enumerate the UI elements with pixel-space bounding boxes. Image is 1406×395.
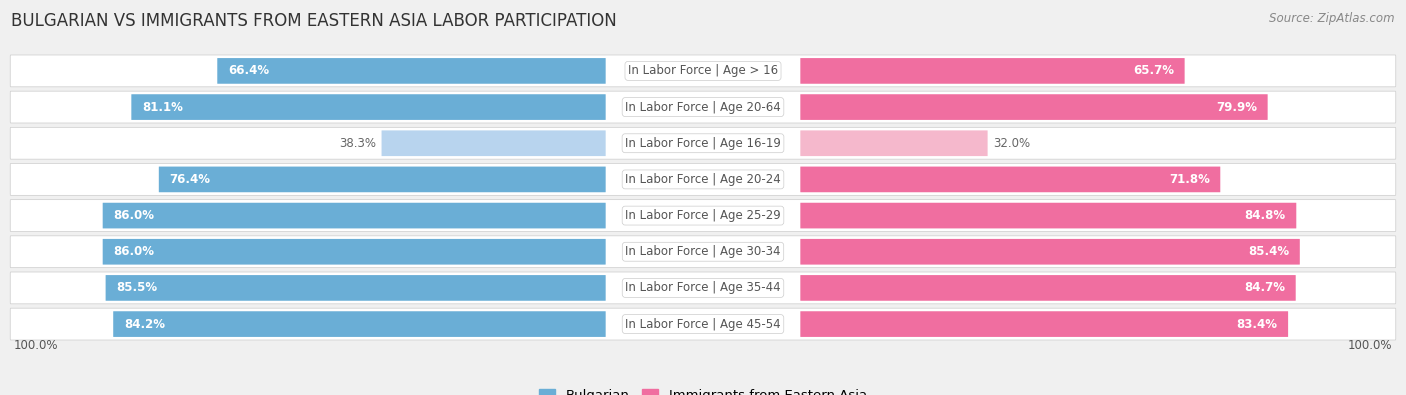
Text: In Labor Force | Age 20-24: In Labor Force | Age 20-24 — [626, 173, 780, 186]
FancyBboxPatch shape — [159, 167, 606, 192]
FancyBboxPatch shape — [10, 127, 1396, 159]
FancyBboxPatch shape — [10, 164, 1396, 196]
Text: 71.8%: 71.8% — [1168, 173, 1209, 186]
Text: 79.9%: 79.9% — [1216, 101, 1257, 114]
FancyBboxPatch shape — [10, 236, 1396, 268]
FancyBboxPatch shape — [218, 58, 606, 84]
Text: In Labor Force | Age 45-54: In Labor Force | Age 45-54 — [626, 318, 780, 331]
Text: In Labor Force | Age 25-29: In Labor Force | Age 25-29 — [626, 209, 780, 222]
Text: 100.0%: 100.0% — [14, 339, 59, 352]
FancyBboxPatch shape — [381, 130, 606, 156]
Text: 83.4%: 83.4% — [1236, 318, 1278, 331]
Text: 81.1%: 81.1% — [142, 101, 183, 114]
FancyBboxPatch shape — [10, 91, 1396, 123]
FancyBboxPatch shape — [800, 167, 1220, 192]
FancyBboxPatch shape — [800, 275, 1296, 301]
FancyBboxPatch shape — [114, 311, 606, 337]
FancyBboxPatch shape — [800, 239, 1299, 265]
Text: 66.4%: 66.4% — [228, 64, 269, 77]
FancyBboxPatch shape — [10, 199, 1396, 231]
Text: 100.0%: 100.0% — [1347, 339, 1392, 352]
FancyBboxPatch shape — [103, 203, 606, 228]
FancyBboxPatch shape — [800, 203, 1296, 228]
FancyBboxPatch shape — [103, 239, 606, 265]
Text: In Labor Force | Age 35-44: In Labor Force | Age 35-44 — [626, 281, 780, 294]
Text: 84.2%: 84.2% — [124, 318, 165, 331]
Text: In Labor Force | Age > 16: In Labor Force | Age > 16 — [628, 64, 778, 77]
FancyBboxPatch shape — [10, 55, 1396, 87]
FancyBboxPatch shape — [800, 58, 1185, 84]
Text: 32.0%: 32.0% — [993, 137, 1031, 150]
Text: 85.5%: 85.5% — [117, 281, 157, 294]
Text: 86.0%: 86.0% — [114, 209, 155, 222]
Legend: Bulgarian, Immigrants from Eastern Asia: Bulgarian, Immigrants from Eastern Asia — [534, 384, 872, 395]
Text: BULGARIAN VS IMMIGRANTS FROM EASTERN ASIA LABOR PARTICIPATION: BULGARIAN VS IMMIGRANTS FROM EASTERN ASI… — [11, 12, 617, 30]
Text: 85.4%: 85.4% — [1249, 245, 1289, 258]
FancyBboxPatch shape — [105, 275, 606, 301]
FancyBboxPatch shape — [131, 94, 606, 120]
FancyBboxPatch shape — [10, 272, 1396, 304]
Text: 38.3%: 38.3% — [339, 137, 375, 150]
Text: 86.0%: 86.0% — [114, 245, 155, 258]
Text: 76.4%: 76.4% — [169, 173, 211, 186]
Text: In Labor Force | Age 20-64: In Labor Force | Age 20-64 — [626, 101, 780, 114]
Text: 84.7%: 84.7% — [1244, 281, 1285, 294]
Text: 65.7%: 65.7% — [1133, 64, 1174, 77]
FancyBboxPatch shape — [800, 94, 1268, 120]
FancyBboxPatch shape — [10, 308, 1396, 340]
FancyBboxPatch shape — [800, 130, 987, 156]
Text: In Labor Force | Age 16-19: In Labor Force | Age 16-19 — [626, 137, 780, 150]
Text: 84.8%: 84.8% — [1244, 209, 1285, 222]
Text: In Labor Force | Age 30-34: In Labor Force | Age 30-34 — [626, 245, 780, 258]
FancyBboxPatch shape — [800, 311, 1288, 337]
Text: Source: ZipAtlas.com: Source: ZipAtlas.com — [1270, 12, 1395, 25]
